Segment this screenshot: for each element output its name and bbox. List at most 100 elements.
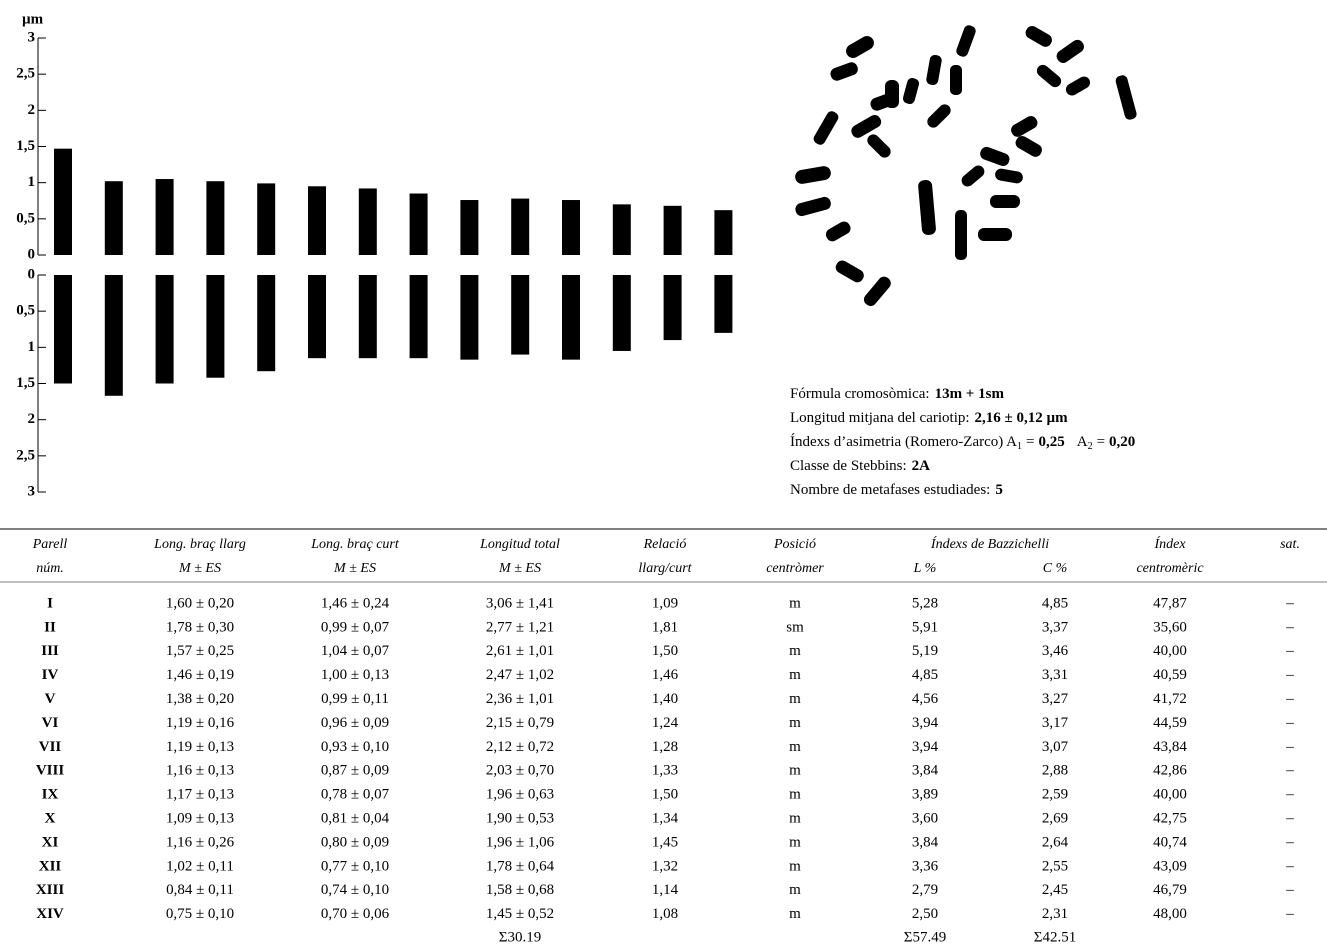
table-cell: 1,46	[652, 667, 679, 683]
column-header: núm.	[36, 561, 64, 576]
table-cell: m	[789, 763, 801, 779]
table-cell: m	[789, 667, 801, 683]
y-tick-label: 0	[28, 266, 36, 282]
table-cell: 1,78 ± 0,64	[486, 858, 555, 874]
long-arm	[54, 275, 72, 384]
karyotype-length: Longitud mitjana del cariotip:2,16 ± 0,1…	[790, 410, 1068, 426]
metaphase-image	[794, 24, 1138, 309]
table-cell: 3,60	[912, 811, 938, 827]
column-header: Long. braç llarg	[153, 537, 246, 552]
column-header: Posició	[773, 537, 816, 552]
long-arm	[460, 275, 478, 360]
table-cell: 1,08	[652, 906, 678, 922]
short-arm	[359, 188, 377, 255]
column-header: M ± ES	[178, 561, 221, 576]
table-cell: 3,07	[1042, 739, 1069, 755]
stebbins-class: Classe de Stebbins:2A	[790, 458, 930, 474]
table-cell: 43,84	[1153, 739, 1187, 755]
table-cell: 40,59	[1153, 667, 1187, 683]
table-cell: 3,94	[912, 739, 939, 755]
column-header: llarg/curt	[638, 561, 692, 576]
table-cell: 1,17 ± 0,13	[166, 787, 234, 803]
table-cell: 44,59	[1153, 715, 1187, 731]
table-cell: 3,84	[912, 763, 939, 779]
table-cell: 1,60 ± 0,20	[166, 595, 234, 611]
short-arm	[664, 206, 682, 255]
y-tick-label: 2	[28, 102, 36, 118]
table-cell: m	[789, 691, 801, 707]
table-cell: 5,28	[912, 595, 938, 611]
table-cell: 1,45 ± 0,52	[486, 906, 554, 922]
table-cell: 1,19 ± 0,16	[166, 715, 235, 731]
table-cell: 0,99 ± 0,11	[321, 691, 389, 707]
table-cell: m	[789, 715, 801, 731]
column-header: centròmer	[766, 561, 824, 576]
long-arm	[664, 275, 682, 340]
table-cell: m	[789, 787, 801, 803]
table-cell: 2,79	[912, 882, 938, 898]
table-cell: 1,04 ± 0,07	[321, 643, 390, 659]
row-label: XIII	[36, 882, 65, 898]
table-cell: 2,69	[1042, 811, 1068, 827]
table-cell: m	[789, 643, 801, 659]
y-tick-label: 3	[28, 29, 36, 45]
page: {"chart_data": {"type": "idiogram", "y_l…	[0, 0, 1327, 946]
table-cell: m	[789, 834, 801, 850]
row-label: XIV	[36, 906, 64, 922]
table-cell: 1,50	[652, 643, 678, 659]
y-tick-label: 1	[28, 339, 36, 355]
table-cell: –	[1285, 619, 1294, 635]
table-cell: 2,50	[912, 906, 938, 922]
table-cell: 1,90 ± 0,53	[486, 811, 554, 827]
figure: µm Fórmula cromosòmica:13m + 1sm Lo	[0, 0, 1327, 946]
table-cell: –	[1285, 595, 1294, 611]
short-arm	[613, 204, 631, 255]
table-cell: –	[1285, 739, 1294, 755]
table-cell: m	[789, 906, 801, 922]
table-cell: 41,72	[1153, 691, 1187, 707]
table-cell: 1,58 ± 0,68	[486, 882, 554, 898]
long-arm	[511, 275, 529, 355]
table-cell: 1,09	[652, 595, 678, 611]
table-cell: 3,17	[1042, 715, 1069, 731]
table-cell: 2,12 ± 0,72	[486, 739, 554, 755]
short-arm	[54, 149, 72, 255]
table-cell: 4,56	[912, 691, 939, 707]
metaphases-count: Nombre de metafases estudiades:5	[790, 482, 1003, 498]
table-cell: 1,50	[652, 787, 678, 803]
table-cell: –	[1285, 763, 1294, 779]
table-cell: 2,15 ± 0,79	[486, 715, 554, 731]
table-cell: –	[1285, 858, 1294, 874]
table-cell: 0,70 ± 0,06	[321, 906, 390, 922]
table-cell: 40,00	[1153, 787, 1187, 803]
y-tick-label: 1	[28, 174, 36, 190]
column-header: Long. braç curt	[310, 537, 400, 552]
table-cell: –	[1285, 811, 1294, 827]
short-arm	[410, 194, 428, 255]
table-cell: 1,16 ± 0,13	[166, 763, 234, 779]
table-cell: 0,93 ± 0,10	[321, 739, 389, 755]
table-cell: 0,99 ± 0,07	[321, 619, 390, 635]
y-tick-label: 2,5	[16, 66, 35, 82]
short-arm	[156, 179, 174, 255]
table-cell: 2,88	[1042, 763, 1068, 779]
table-cell: –	[1285, 715, 1294, 731]
table-cell: 0,77 ± 0,10	[321, 858, 389, 874]
table-cell: 0,74 ± 0,10	[321, 882, 389, 898]
column-header: Índex	[1153, 535, 1186, 552]
long-arm	[613, 275, 631, 351]
table-cell: 1,96 ± 1,06	[486, 834, 555, 850]
table-cell: 1,09 ± 0,13	[166, 811, 234, 827]
short-arm	[206, 181, 224, 255]
table-cell: 2,61 ± 1,01	[486, 643, 554, 659]
table-cell: 42,75	[1153, 811, 1187, 827]
table-cell: 1,02 ± 0,11	[166, 858, 234, 874]
table-cell: 1,96 ± 0,63	[486, 787, 554, 803]
short-arm	[562, 200, 580, 255]
short-arm	[105, 181, 123, 255]
table-cell: 47,87	[1153, 595, 1187, 611]
table-cell: 3,36	[912, 858, 939, 874]
table-cell: 4,85	[1042, 595, 1068, 611]
table-cell: 0,80 ± 0,09	[321, 834, 389, 850]
table-cell: 1,78 ± 0,30	[166, 619, 234, 635]
